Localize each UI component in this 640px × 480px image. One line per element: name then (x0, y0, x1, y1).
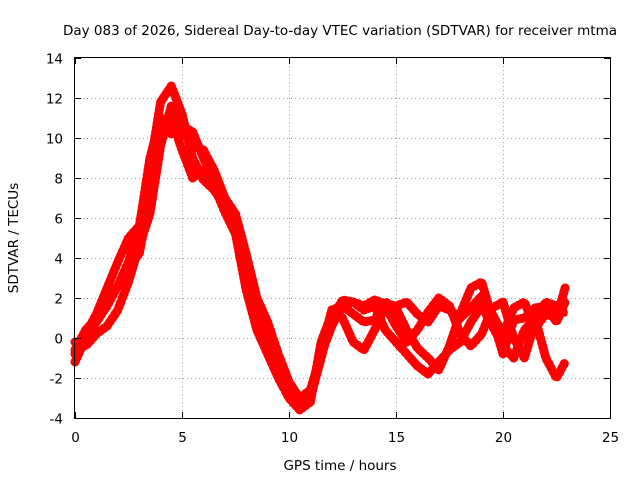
chart-title: Day 083 of 2026, Sidereal Day-to-day VTE… (63, 23, 617, 39)
y-tick-label: 8 (54, 172, 63, 188)
x-tick-label: 25 (602, 430, 619, 446)
series-markers-4 (70, 101, 570, 403)
y-tick-label: 2 (54, 292, 63, 308)
y-tick-label: 12 (46, 92, 63, 108)
y-tick-label: 0 (54, 332, 63, 348)
plot-frame (74, 57, 611, 419)
x-tick-label: 10 (281, 430, 298, 446)
x-tick-label: 15 (388, 430, 405, 446)
ticks (75, 58, 611, 419)
x-tick-labels: 0 5 10 15 20 25 (71, 430, 619, 446)
y-tick-label: -2 (50, 372, 63, 388)
x-axis-label: GPS time / hours (283, 458, 396, 474)
x-tick-label: 5 (178, 430, 187, 446)
x-tick-label: 20 (495, 430, 512, 446)
y-tick-label: -4 (50, 412, 63, 428)
y-axis-label: SDTVAR / TECUs (6, 183, 22, 293)
y-tick-label: 14 (46, 52, 63, 68)
y-tick-label: 10 (46, 132, 63, 148)
y-tick-label: 6 (54, 212, 63, 228)
y-tick-labels: -4 -2 0 2 4 6 8 10 12 14 (46, 52, 63, 428)
x-tick-label: 0 (71, 430, 80, 446)
y-tick-label: 4 (54, 252, 63, 268)
data-series (70, 81, 570, 415)
